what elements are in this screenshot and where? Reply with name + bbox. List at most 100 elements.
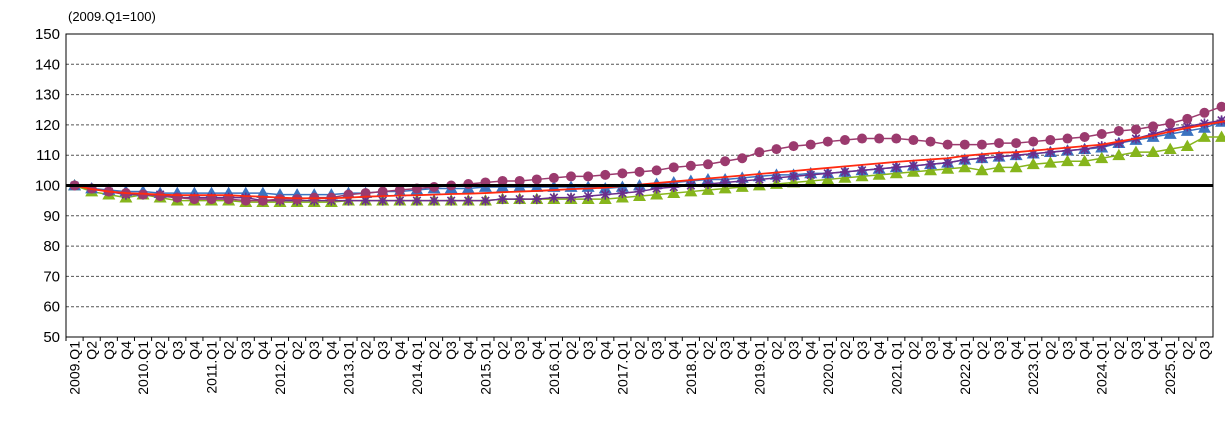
data-point-star	[720, 177, 731, 188]
x-tick-label: Q4	[940, 341, 956, 360]
data-point-triangle	[684, 185, 698, 197]
x-tick-label: Q4	[1077, 341, 1093, 360]
y-tick-label: 90	[43, 208, 60, 225]
data-point-triangle	[1146, 145, 1160, 158]
data-point-circle	[429, 182, 440, 193]
data-point-star	[891, 162, 902, 173]
data-point-triangle	[958, 160, 972, 173]
x-tick-label: 2011.Q1	[204, 341, 220, 394]
x-tick-label: Q2	[221, 341, 237, 360]
x-tick-label: Q3	[854, 341, 870, 360]
data-point-circle	[463, 178, 474, 189]
data-point-triangle	[992, 160, 1006, 173]
data-point-star	[497, 194, 508, 205]
x-tick-label: Q2	[1179, 341, 1195, 360]
data-point-circle	[839, 135, 850, 146]
x-tick-label: Q3	[923, 341, 939, 360]
data-point-circle	[925, 136, 936, 147]
data-point-star	[1028, 148, 1039, 159]
data-point-star	[754, 174, 765, 185]
data-point-circle	[994, 138, 1005, 149]
data-point-circle	[1096, 128, 1107, 139]
x-tick-label: Q2	[700, 341, 716, 360]
data-point-triangle	[1197, 130, 1211, 142]
data-point-star	[566, 192, 577, 203]
data-point-triangle	[1180, 139, 1194, 151]
data-point-circle	[172, 192, 183, 203]
data-point-circle	[668, 162, 679, 173]
series-1	[69, 101, 1225, 206]
data-point-star	[463, 195, 474, 206]
y-tick-label: 60	[43, 299, 60, 316]
data-point-circle	[223, 194, 234, 205]
y-tick-label: 50	[43, 329, 60, 346]
data-point-star	[531, 194, 542, 205]
data-point-star	[1113, 138, 1124, 149]
data-point-circle	[583, 171, 594, 182]
data-point-circle	[754, 147, 765, 158]
data-point-triangle	[838, 171, 852, 183]
x-tick-label: Q3	[238, 341, 254, 360]
x-tick-label: Q2	[632, 341, 648, 360]
x-tick-label: 2010.Q1	[135, 341, 151, 395]
x-tick-label: 2013.Q1	[340, 341, 356, 395]
data-point-star	[1079, 144, 1090, 155]
data-point-star	[617, 188, 628, 199]
data-point-star	[942, 157, 953, 168]
x-tick-label: Q2	[563, 341, 579, 360]
data-point-circle	[377, 186, 388, 197]
x-tick-label: Q4	[666, 341, 682, 360]
x-tick-label: 2020.Q1	[820, 341, 836, 395]
data-point-circle	[822, 136, 833, 147]
data-point-circle	[720, 156, 731, 167]
x-tick-label: 2016.Q1	[546, 341, 562, 395]
x-tick-label: Q3	[169, 341, 185, 360]
data-point-circle	[617, 168, 628, 179]
data-point-circle	[1199, 107, 1210, 118]
data-point-circle	[942, 139, 953, 150]
data-point-star	[1216, 115, 1225, 126]
x-tick-label: 2017.Q1	[614, 341, 630, 395]
x-tick-label: Q3	[512, 341, 528, 360]
data-point-circle	[702, 159, 713, 170]
x-tick-label: Q2	[358, 341, 374, 360]
x-tick-label: Q4	[186, 341, 202, 360]
trend-line	[74, 120, 1225, 200]
y-tick-label: 100	[35, 178, 60, 195]
data-point-circle	[360, 188, 371, 199]
data-point-circle	[788, 141, 799, 152]
data-point-circle	[566, 171, 577, 182]
data-point-circle	[1130, 124, 1141, 135]
data-point-circle	[138, 189, 149, 200]
data-point-circle	[685, 160, 696, 171]
x-tick-label: Q2	[1111, 341, 1127, 360]
data-point-triangle	[701, 183, 715, 195]
data-point-star	[839, 166, 850, 177]
x-tick-label: 2022.Q1	[957, 341, 973, 395]
data-point-star	[822, 168, 833, 179]
data-point-circle	[1062, 133, 1073, 144]
x-tick-label: 2012.Q1	[272, 341, 288, 395]
data-point-triangle	[906, 165, 920, 177]
data-point-circle	[651, 165, 662, 176]
data-point-triangle	[1095, 151, 1109, 164]
data-point-circle	[189, 194, 200, 205]
data-point-circle	[1165, 118, 1176, 129]
data-point-circle	[1045, 135, 1056, 146]
x-tick-label: 2009.Q1	[67, 341, 83, 395]
x-tick-labels: 2009.Q1 Q2 Q3 Q4 2010.Q1 Q2 Q3 Q4 2011.Q1 Q2 Q3 Q4 2…	[67, 341, 1213, 395]
data-point-star	[377, 195, 388, 206]
data-point-circle	[908, 135, 919, 146]
y-tick-label: 110	[36, 147, 60, 164]
x-tick-label: Q4	[118, 341, 134, 360]
data-point-circle	[737, 153, 748, 164]
data-point-star	[908, 160, 919, 171]
y-tick-label: 140	[35, 56, 60, 73]
data-point-triangle	[1129, 145, 1143, 158]
x-tick-label: Q4	[803, 341, 819, 360]
data-point-triangle	[650, 188, 664, 200]
data-point-star	[788, 171, 799, 182]
series-line	[74, 136, 1225, 203]
x-tick-label: Q3	[1196, 341, 1212, 360]
